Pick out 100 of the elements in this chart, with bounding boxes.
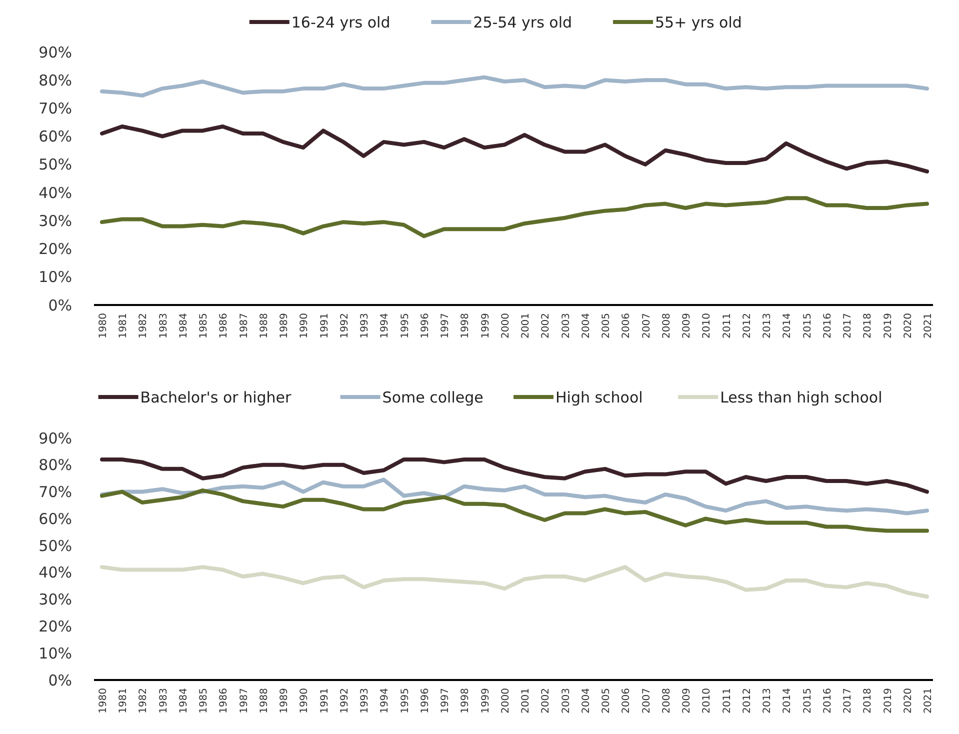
- x-tick-label: 1980: [98, 313, 109, 338]
- y-tick-label: 70%: [38, 483, 72, 502]
- x-tick-label: 1999: [480, 313, 492, 338]
- x-tick-label: 2017: [842, 313, 854, 338]
- x-tick-label: 2011: [722, 688, 733, 714]
- x-tick-label: 1985: [198, 688, 210, 714]
- legend-label: 16-24 yrs old: [291, 13, 390, 32]
- y-tick-label: 60%: [38, 510, 72, 528]
- x-tick-label: 1996: [420, 313, 431, 338]
- x-tick-label: 1995: [400, 688, 411, 714]
- x-tick-label: 2014: [782, 688, 794, 714]
- x-tick-label: 2001: [520, 688, 532, 714]
- y-tick-label: 0%: [48, 296, 72, 314]
- x-tick-label: 2003: [560, 313, 572, 338]
- x-tick-label: 2000: [500, 313, 512, 338]
- x-tick-label: 1983: [158, 688, 170, 714]
- x-tick-label: 2014: [782, 313, 794, 338]
- y-tick-label: 40%: [38, 184, 72, 202]
- x-tick-label: 1997: [440, 688, 452, 714]
- x-tick-label: 2000: [500, 688, 512, 714]
- x-tick-label: 2013: [762, 688, 774, 714]
- x-tick-label: 1982: [138, 313, 150, 338]
- y-tick-label: 50%: [38, 156, 72, 174]
- x-tick-label: 1981: [118, 688, 130, 714]
- x-tick-label: 1996: [420, 688, 431, 714]
- x-tick-label: 1982: [138, 688, 150, 714]
- x-tick-label: 1997: [440, 313, 452, 338]
- x-tick-label: 1980: [98, 688, 109, 714]
- y-tick-label: 10%: [38, 644, 72, 662]
- x-tick-label: 2021: [923, 688, 934, 714]
- x-tick-label: 2016: [822, 313, 834, 338]
- x-tick-label: 2012: [742, 688, 753, 714]
- x-tick-label: 2015: [802, 313, 814, 338]
- x-tick-label: 2006: [621, 313, 632, 338]
- x-tick-label: 2012: [742, 313, 753, 338]
- x-tick-label: 2005: [601, 313, 612, 338]
- x-tick-label: 1991: [319, 688, 330, 714]
- x-tick-label: 2011: [722, 313, 733, 338]
- line-series: [100, 75, 929, 98]
- x-tick-label: 2020: [902, 313, 914, 338]
- x-tick-label: 1985: [198, 313, 210, 338]
- x-tick-label: 1984: [178, 313, 190, 338]
- y-tick-label: 10%: [38, 268, 72, 286]
- y-tick-label: 20%: [38, 617, 72, 636]
- legend-label: Some college: [382, 388, 484, 406]
- x-tick-label: 1983: [158, 313, 170, 338]
- line-series: [100, 565, 929, 599]
- y-tick-label: 90%: [38, 429, 72, 448]
- x-tick-label: 2002: [540, 688, 552, 714]
- x-tick-label: 2020: [902, 688, 914, 714]
- legend-label: Bachelor's or higher: [140, 388, 292, 406]
- line-series: [100, 124, 929, 174]
- x-tick-label: 2016: [822, 688, 834, 714]
- x-tick-label: 2007: [641, 688, 652, 714]
- x-tick-label: 1987: [238, 313, 250, 338]
- line-series: [100, 478, 929, 516]
- x-tick-label: 2003: [560, 688, 572, 714]
- x-tick-label: 2019: [882, 313, 894, 338]
- y-tick-label: 20%: [38, 240, 72, 258]
- y-tick-label: 50%: [38, 536, 72, 555]
- x-tick-label: 1984: [178, 688, 190, 714]
- x-tick-label: 2004: [580, 313, 592, 338]
- x-tick-label: 2015: [802, 688, 814, 714]
- x-tick-label: 2010: [702, 313, 713, 338]
- x-tick-label: 1998: [460, 688, 472, 714]
- x-tick-label: 1991: [319, 313, 330, 338]
- x-tick-label: 2001: [520, 313, 532, 338]
- legend-label: 25-54 yrs old: [473, 13, 572, 32]
- x-tick-label: 2019: [882, 688, 894, 714]
- x-tick-label: 2006: [621, 688, 632, 714]
- x-tick-label: 1987: [238, 688, 250, 714]
- x-tick-label: 1994: [380, 313, 391, 338]
- x-tick-label: 2009: [682, 688, 693, 714]
- x-tick-label: 2009: [682, 313, 693, 338]
- y-tick-label: 40%: [38, 564, 72, 582]
- x-tick-label: 2002: [540, 313, 552, 338]
- legend-label: High school: [556, 388, 643, 406]
- y-tick-label: 60%: [38, 128, 72, 146]
- x-tick-label: 1993: [360, 313, 371, 338]
- x-tick-label: 2007: [641, 313, 652, 338]
- x-tick-label: 1988: [258, 688, 270, 714]
- x-tick-label: 2005: [601, 688, 612, 714]
- x-tick-label: 2021: [923, 313, 934, 338]
- x-tick-label: 1994: [380, 688, 391, 714]
- x-tick-label: 2018: [862, 313, 874, 338]
- line-series: [100, 196, 929, 238]
- x-tick-label: 1995: [400, 313, 411, 338]
- x-tick-label: 1990: [299, 688, 310, 714]
- x-tick-label: 2008: [661, 688, 672, 714]
- x-tick-label: 1981: [118, 313, 130, 338]
- x-tick-label: 2010: [702, 688, 713, 714]
- x-tick-label: 1998: [460, 313, 472, 338]
- x-tick-label: 2013: [762, 313, 774, 338]
- y-tick-label: 90%: [38, 43, 72, 62]
- x-tick-label: 1992: [339, 688, 350, 714]
- x-tick-label: 1988: [258, 313, 270, 338]
- y-tick-label: 30%: [38, 212, 72, 230]
- legend-label: 55+ yrs old: [655, 13, 742, 32]
- x-tick-label: 1986: [218, 313, 230, 338]
- x-tick-label: 1993: [360, 688, 371, 714]
